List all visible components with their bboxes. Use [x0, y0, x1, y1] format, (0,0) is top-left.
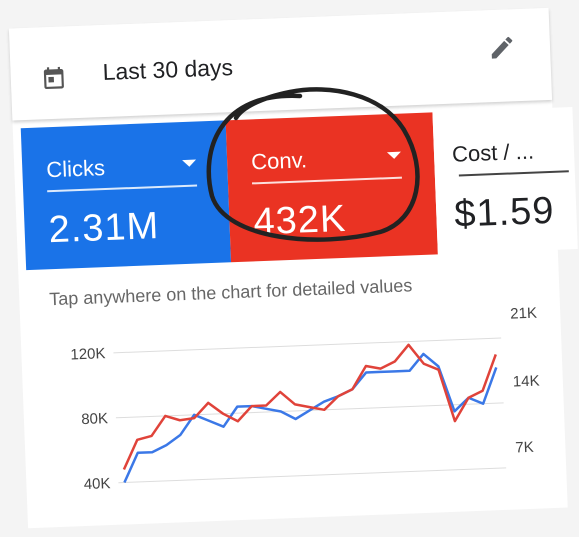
performance-line-chart[interactable]: 120K 80K 40K 21K 14K 7K: [20, 298, 567, 519]
tile-divider: [47, 184, 198, 193]
conversions-metric-tile[interactable]: Conv. 432K: [225, 112, 438, 263]
cost-per-metric-label: Cost / ...: [451, 138, 535, 167]
right-axis-tick-label: 7K: [515, 439, 534, 457]
edit-icon[interactable]: [487, 33, 516, 62]
conversions-metric-value: 432K: [252, 197, 348, 244]
series-line-conv: [122, 343, 497, 471]
cost-per-metric-value: $1.59: [453, 189, 556, 236]
clicks-metric-value: 2.31M: [47, 205, 161, 252]
clicks-metric-tile[interactable]: Clicks 2.31M: [20, 120, 232, 271]
series-line-clicks: [123, 352, 498, 484]
left-axis-tick-label: 120K: [70, 345, 106, 363]
tile-divider: [458, 170, 569, 177]
gridline: [118, 467, 507, 484]
left-axis-tick-label: 40K: [83, 475, 110, 493]
clicks-metric-label: Clicks: [45, 155, 106, 183]
performance-card: Last 30 days Clicks 2.31M Conv. 432K Cos…: [8, 7, 578, 529]
dropdown-arrow-icon[interactable]: [182, 159, 197, 168]
left-axis-tick-label: 80K: [81, 410, 108, 428]
cost-per-metric-tile[interactable]: Cost / ... $1.59: [432, 107, 578, 255]
calendar-icon: [43, 66, 64, 90]
date-range-label: Last 30 days: [102, 54, 234, 86]
gridline: [113, 337, 502, 354]
tile-divider: [251, 176, 402, 185]
dropdown-arrow-icon[interactable]: [386, 151, 402, 160]
right-axis-tick-label: 21K: [510, 305, 537, 323]
date-range-bar[interactable]: Last 30 days: [8, 7, 553, 121]
right-axis-tick-label: 14K: [513, 373, 540, 391]
conversions-metric-label: Conv.: [250, 147, 308, 175]
